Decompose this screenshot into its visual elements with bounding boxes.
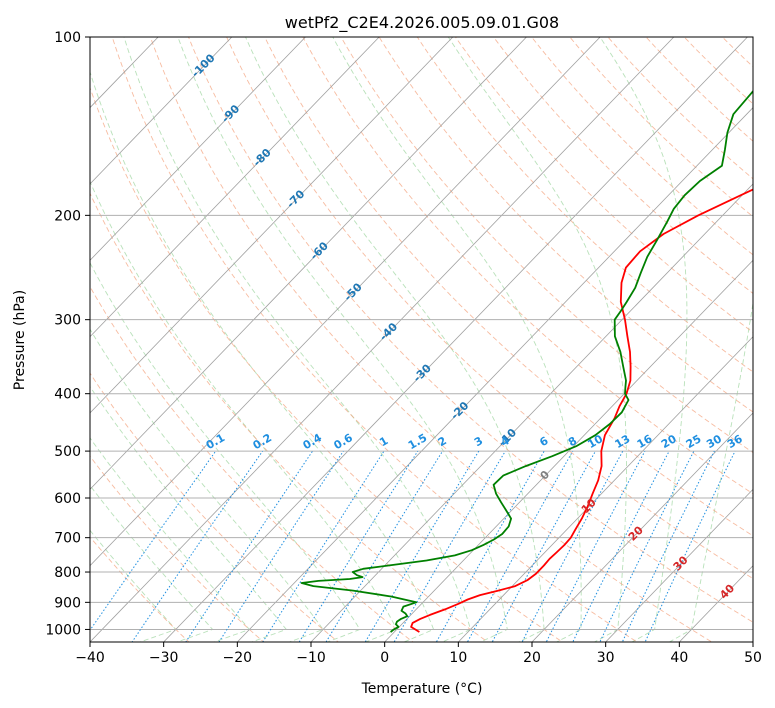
temperature-trace [410,188,753,633]
mixing-ratio-line [435,450,545,642]
x-axis-title: Temperature (°C) [361,681,483,697]
y-tick-label: 300 [54,313,81,329]
dry-adiabat-line [645,37,753,142]
x-tick-label: 20 [523,650,541,666]
mixing-ratio-line [572,450,670,642]
x-tick-label: −30 [149,650,179,666]
isotherm-line [236,107,753,642]
plot-background [90,37,753,642]
x-tick-label: 0 [380,650,389,666]
mixing-ratio-line [364,450,480,642]
x-tick-label: 10 [449,650,467,666]
isotherm-line [90,37,233,185]
y-tick-label: 1000 [45,622,81,638]
isotherm-line [90,37,306,261]
dry-adiabat-line [111,37,638,642]
y-tick-label: 500 [54,444,81,460]
sounding-traces [300,89,753,633]
x-tick-label: 30 [597,650,615,666]
mixing-ratio-line [545,450,646,642]
dry-adiabat-line [226,37,753,580]
moist-adiabat-line [599,37,688,642]
dry-adiabats [90,37,753,642]
isotherm-line [384,259,753,642]
dry-adiabat-line [90,192,489,642]
isotherm-line [90,37,380,338]
y-tick-label: 400 [54,387,81,403]
mixing-ratio-line [325,450,444,642]
moist-adiabat-line [90,484,214,642]
dry-adiabat-line [493,37,753,294]
isotherm-line [90,37,527,490]
dry-adiabat-line [340,37,753,454]
dry-adiabat-line [188,37,753,623]
x-tick-label: −20 [223,650,253,666]
isotherms [90,37,753,642]
y-tick-label: 800 [54,565,81,581]
mixing-ratio-line [262,450,385,642]
x-tick-label: 50 [744,650,762,666]
y-tick-label: 100 [54,30,81,46]
moist-adiabat-line [90,437,251,642]
isotherm-line [90,37,454,414]
mixing-ratio-lines [90,450,736,642]
x-tick-label: −40 [75,650,105,666]
dry-adiabat-line [149,37,713,642]
isotherm-line [457,336,753,642]
isotherm-line [90,37,601,567]
y-tick-label: 900 [54,595,81,611]
isotherm-line [163,37,748,642]
dewpoint-trace [300,89,753,633]
dry-adiabat-line [569,37,753,218]
moist-adiabat-line [123,37,471,642]
dry-adiabat-line [416,37,753,373]
moist-adiabat-line [245,37,545,642]
x-tick-label: 40 [670,650,688,666]
mixing-ratio-line [621,450,715,642]
mixing-ratio-line [393,450,506,642]
dry-adiabat-line [90,285,414,642]
y-axis-title: Pressure (hPa) [12,290,28,390]
isotherm-line [90,37,675,642]
mixing-ratio-line [644,450,736,642]
mixing-ratio-line [466,450,574,642]
isotherm-line [531,412,753,642]
chart-title: wetPf2_C2E4.2026.005.09.01.G08 [285,13,559,33]
x-axis-ticks: −40 −30 −20 −10 0 10 20 30 40 50 [75,642,762,666]
isotherm-line [605,488,753,642]
dry-adiabat-line [264,37,753,537]
x-tick-label: −10 [296,650,326,666]
plot-frame [89,36,754,643]
isobars [90,37,753,630]
mixing-ratio-line [599,450,695,642]
moist-adiabats [90,37,753,642]
isotherm-line [310,183,753,642]
mixing-ratio-line [90,450,217,632]
y-tick-label: 600 [54,491,81,507]
y-tick-label: 200 [54,208,81,224]
dry-adiabat-line [302,37,753,495]
dry-adiabat-line [90,86,564,642]
y-axis-ticks: 1000 900 800 700 600 500 400 300 200 100 [45,30,90,638]
moist-adiabat-line [90,529,177,642]
dry-adiabat-line [90,372,339,642]
dry-adiabat-line [378,37,753,413]
y-tick-label: 700 [54,531,81,547]
moist-adiabat-line [668,300,753,642]
mixing-ratio-line [298,450,419,642]
mixing-ratio-line [131,450,264,642]
